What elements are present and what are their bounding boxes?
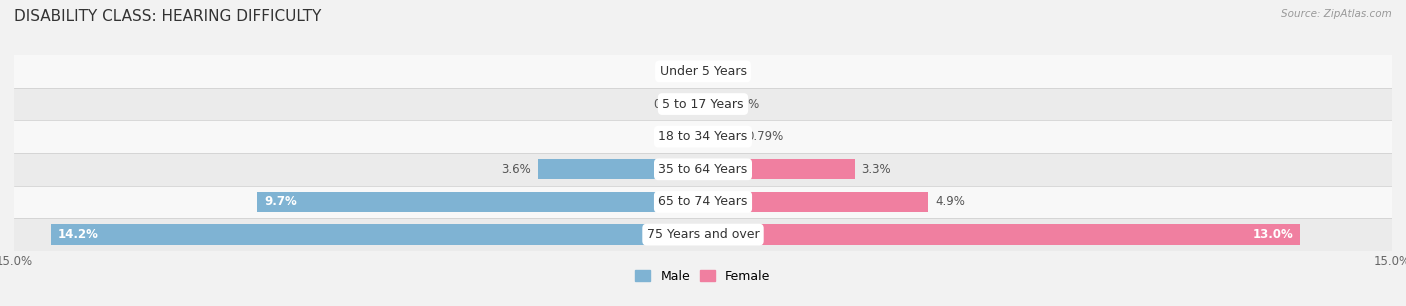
Text: Source: ZipAtlas.com: Source: ZipAtlas.com: [1281, 9, 1392, 19]
Text: 0.12%: 0.12%: [654, 98, 690, 110]
Text: DISABILITY CLASS: HEARING DIFFICULTY: DISABILITY CLASS: HEARING DIFFICULTY: [14, 9, 322, 24]
Text: 14.2%: 14.2%: [58, 228, 98, 241]
Text: 0.0%: 0.0%: [666, 130, 696, 143]
Bar: [14, 186, 1392, 218]
Bar: [703, 225, 1301, 245]
Text: 4.9%: 4.9%: [935, 196, 965, 208]
Bar: [537, 159, 703, 179]
Bar: [703, 127, 740, 147]
Bar: [14, 153, 1392, 186]
Bar: [14, 55, 1392, 88]
Bar: [703, 159, 855, 179]
Text: 35 to 64 Years: 35 to 64 Years: [658, 163, 748, 176]
Text: 65 to 74 Years: 65 to 74 Years: [658, 196, 748, 208]
Text: 0.79%: 0.79%: [747, 130, 783, 143]
Text: 0.0%: 0.0%: [666, 65, 696, 78]
Bar: [14, 218, 1392, 251]
Bar: [14, 120, 1392, 153]
Bar: [51, 225, 703, 245]
Bar: [257, 192, 703, 212]
Text: 9.7%: 9.7%: [264, 196, 297, 208]
Text: 0.27%: 0.27%: [723, 98, 759, 110]
Text: 5 to 17 Years: 5 to 17 Years: [662, 98, 744, 110]
Text: 3.3%: 3.3%: [862, 163, 891, 176]
Text: 0.0%: 0.0%: [710, 65, 740, 78]
Bar: [703, 94, 716, 114]
Bar: [703, 192, 928, 212]
Text: 75 Years and over: 75 Years and over: [647, 228, 759, 241]
Text: Under 5 Years: Under 5 Years: [659, 65, 747, 78]
Text: 18 to 34 Years: 18 to 34 Years: [658, 130, 748, 143]
Legend: Male, Female: Male, Female: [630, 265, 776, 288]
Bar: [14, 88, 1392, 120]
Text: 13.0%: 13.0%: [1253, 228, 1294, 241]
Bar: [697, 94, 703, 114]
Text: 3.6%: 3.6%: [501, 163, 531, 176]
